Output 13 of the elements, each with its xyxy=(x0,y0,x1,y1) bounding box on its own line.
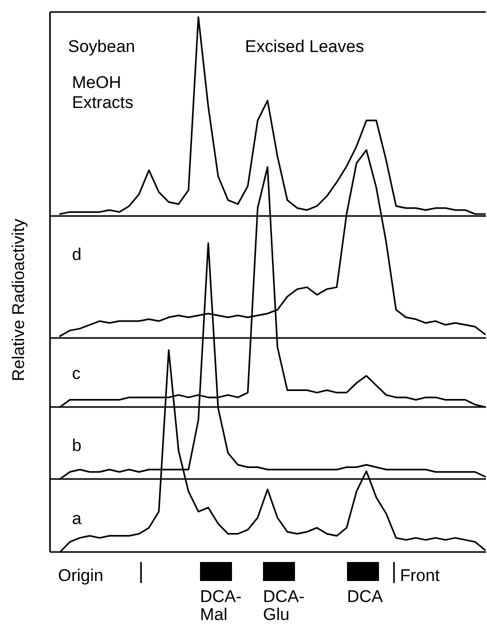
text: Front xyxy=(400,566,440,585)
text: c xyxy=(72,364,81,383)
text: b xyxy=(72,436,82,455)
text: a xyxy=(72,509,82,528)
text: DCA xyxy=(347,587,384,606)
annotation: Excised Leaves xyxy=(245,37,364,56)
text: DCA-Glu xyxy=(263,587,305,624)
annotation: Soybean xyxy=(68,37,136,56)
text: Origin xyxy=(58,566,104,585)
text: d xyxy=(72,245,82,264)
y-axis-title: Relative Radioactivity xyxy=(9,218,28,382)
text: DCA-Mal xyxy=(200,587,242,624)
annotation: MeOH Extracts xyxy=(72,73,134,112)
